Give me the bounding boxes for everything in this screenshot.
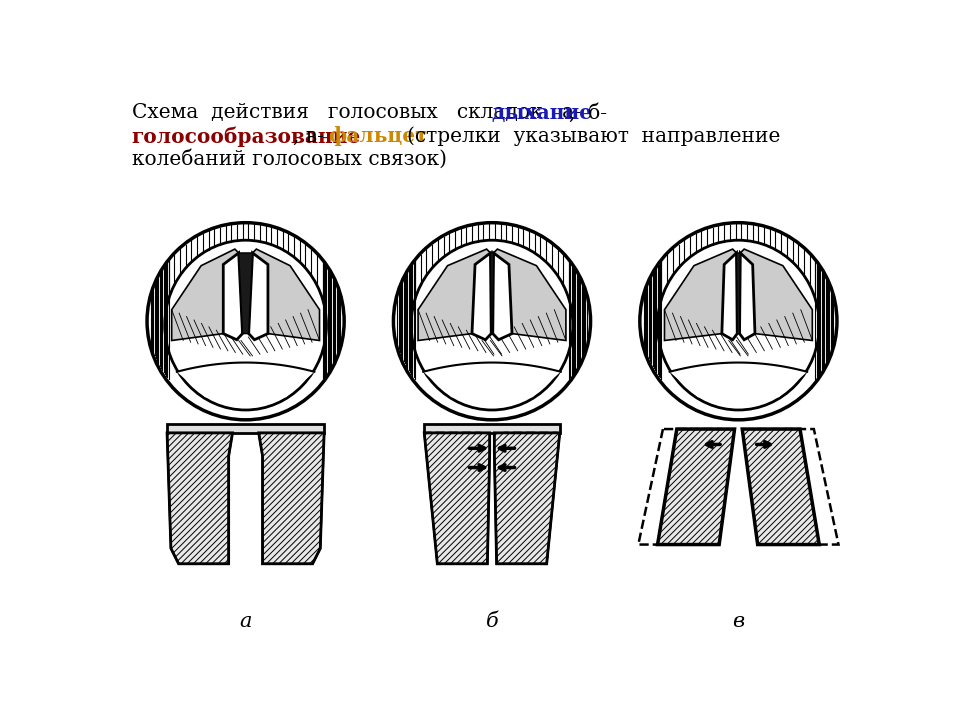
Polygon shape: [740, 249, 812, 341]
Text: б: б: [486, 612, 498, 631]
Polygon shape: [670, 372, 807, 397]
Polygon shape: [224, 253, 243, 340]
Polygon shape: [658, 429, 734, 544]
Polygon shape: [172, 249, 239, 341]
Polygon shape: [167, 433, 232, 564]
Circle shape: [395, 223, 589, 419]
Polygon shape: [249, 253, 268, 340]
Polygon shape: [722, 253, 737, 340]
Text: ,  б-: , б-: [569, 104, 607, 123]
Polygon shape: [424, 433, 490, 564]
Text: голосообразование: голосообразование: [132, 127, 361, 147]
Text: Схема  действия   голосовых   складок:  а-: Схема действия голосовых складок: а-: [132, 104, 587, 122]
Polygon shape: [423, 372, 561, 397]
Text: фальцет: фальцет: [328, 127, 427, 146]
Polygon shape: [664, 249, 736, 341]
Circle shape: [148, 223, 344, 419]
Polygon shape: [492, 253, 512, 340]
Polygon shape: [736, 253, 740, 333]
Polygon shape: [177, 372, 314, 397]
Polygon shape: [493, 249, 565, 341]
Polygon shape: [424, 433, 490, 564]
Polygon shape: [252, 249, 320, 341]
Text: дыхание: дыхание: [492, 104, 592, 123]
Text: колебаний голосовых связок): колебаний голосовых связок): [132, 150, 446, 169]
Circle shape: [640, 223, 836, 419]
Polygon shape: [742, 429, 819, 544]
Ellipse shape: [658, 240, 819, 410]
Polygon shape: [258, 433, 324, 564]
Polygon shape: [239, 253, 252, 333]
Text: а: а: [239, 612, 252, 631]
Polygon shape: [258, 433, 324, 564]
Polygon shape: [739, 253, 755, 340]
Polygon shape: [167, 423, 324, 433]
Polygon shape: [658, 429, 734, 544]
Polygon shape: [742, 429, 819, 544]
Polygon shape: [424, 423, 560, 433]
Polygon shape: [491, 253, 493, 333]
Polygon shape: [418, 249, 491, 341]
Ellipse shape: [411, 240, 573, 410]
Text: , в-: , в-: [294, 127, 330, 145]
Polygon shape: [494, 433, 560, 564]
Polygon shape: [167, 433, 232, 564]
Text: в: в: [732, 612, 744, 631]
Ellipse shape: [165, 240, 326, 410]
Polygon shape: [472, 253, 492, 340]
Text: (стрелки  указывают  направление: (стрелки указывают направление: [407, 127, 780, 146]
Polygon shape: [494, 433, 560, 564]
